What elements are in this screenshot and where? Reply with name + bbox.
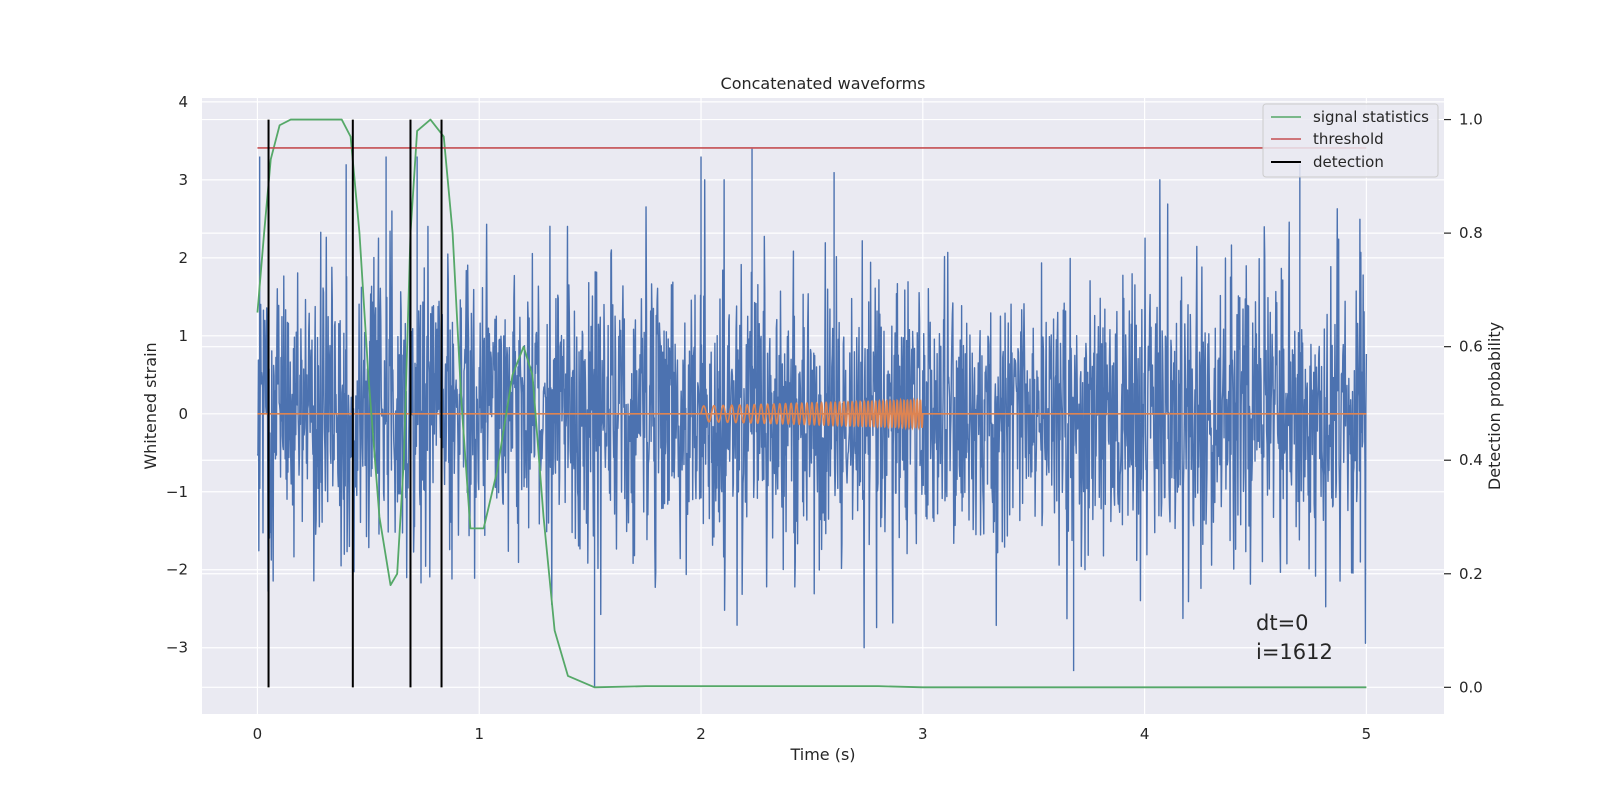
y-right-tick-label: 0.2 bbox=[1459, 565, 1483, 583]
y-right-tick-label: 0.6 bbox=[1459, 338, 1483, 356]
y-tick-label: −2 bbox=[166, 561, 188, 579]
x-tick-label: 5 bbox=[1362, 725, 1372, 743]
annotation-i: i=1612 bbox=[1256, 640, 1333, 664]
legend-label-threshold: threshold bbox=[1313, 130, 1384, 148]
y-tick-label: 4 bbox=[178, 93, 188, 111]
legend: signal statistics threshold detection bbox=[1262, 103, 1439, 178]
chart-title: Concatenated waveforms bbox=[721, 74, 926, 93]
y-tick-label: −3 bbox=[166, 639, 188, 657]
y-tick-label: 3 bbox=[178, 171, 188, 189]
y-tick-label: 1 bbox=[178, 327, 188, 345]
y-tick-label: 2 bbox=[178, 249, 188, 267]
x-tick-label: 3 bbox=[918, 725, 928, 743]
y-right-tick-label: 0.8 bbox=[1459, 224, 1483, 242]
axis-ticks: 0 1 2 3 4 5 −3 −2 −1 0 1 2 3 4 0.0 0.2 0.4 0.6 0.8 1.0 bbox=[166, 93, 1483, 743]
x-axis-label: Time (s) bbox=[789, 745, 855, 764]
series-template-chirp bbox=[700, 397, 924, 431]
x-tick-label: 2 bbox=[696, 725, 706, 743]
series-signal-statistics bbox=[256, 118, 1367, 689]
y-right-tick-label: 0.4 bbox=[1459, 451, 1483, 469]
x-tick-label: 4 bbox=[1140, 725, 1150, 743]
y-right-tick-label: 0.0 bbox=[1459, 678, 1483, 696]
y-tick-label: −1 bbox=[166, 483, 188, 501]
legend-label-detection: detection bbox=[1313, 153, 1384, 171]
y-right-axis-label: Detection probability bbox=[1485, 322, 1504, 490]
annotation-dt: dt=0 bbox=[1256, 611, 1309, 635]
legend-frame bbox=[1262, 103, 1439, 178]
x-tick-label: 0 bbox=[253, 725, 263, 743]
series-layer bbox=[256, 118, 1368, 689]
y-tick-label: 0 bbox=[178, 405, 188, 423]
y-axis-label: Whitened strain bbox=[141, 342, 160, 469]
y-right-tick-label: 1.0 bbox=[1459, 111, 1483, 129]
x-tick-label: 1 bbox=[474, 725, 484, 743]
legend-label-signal-statistics: signal statistics bbox=[1313, 108, 1429, 126]
